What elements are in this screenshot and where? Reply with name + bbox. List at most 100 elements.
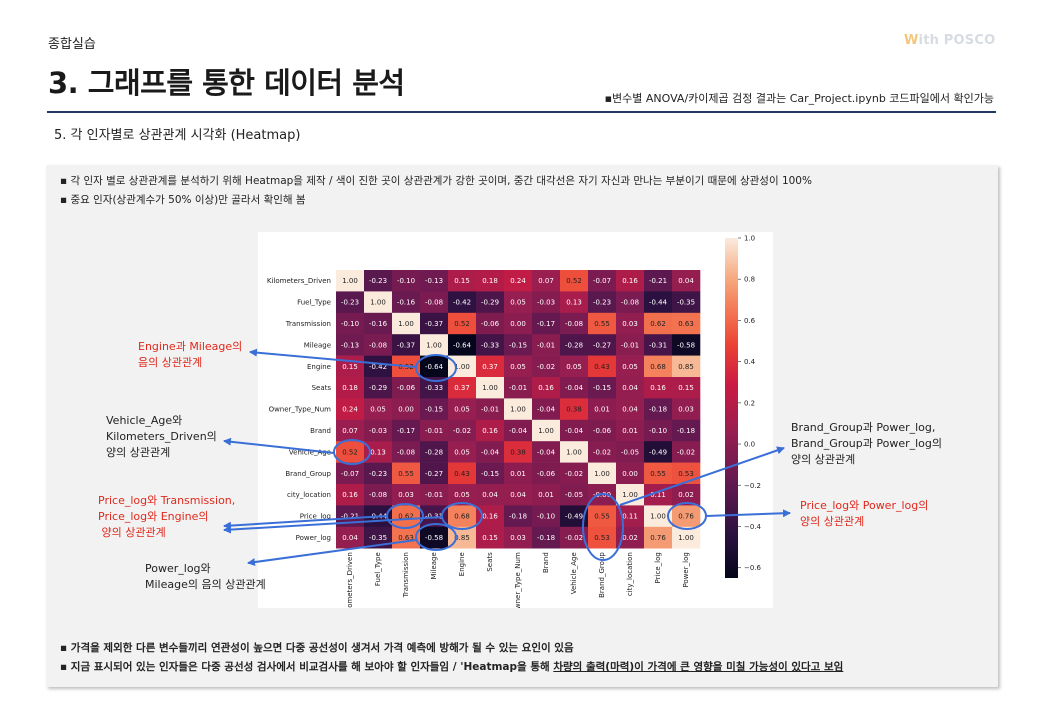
heatmap-cell (420, 334, 449, 356)
colorbar-tick-label: −0.6 (744, 564, 762, 572)
heatmap-cell (448, 484, 477, 506)
heatmap-value: 0.37 (454, 384, 470, 392)
annotation-vehicle-age: Vehicle_Age와 Kilometers_Driven의 양의 상관관계 (106, 413, 217, 461)
heatmap-cell (532, 441, 561, 463)
heatmap-value: -0.04 (509, 427, 528, 435)
heatmap-value: 0.85 (678, 363, 694, 371)
heatmap-cell (392, 398, 421, 421)
heatmap-value: 0.85 (454, 534, 470, 542)
heatmap-cell (336, 334, 365, 356)
heatmap-value: -0.08 (565, 320, 583, 328)
heatmap-value: -0.23 (369, 470, 387, 478)
heatmap-cell (560, 484, 589, 506)
annotation-line: Price_log와 Power_log의 (800, 499, 929, 512)
heatmap-value: -0.21 (649, 277, 667, 285)
heatmap-cell (364, 377, 393, 399)
heatmap-value: 1.00 (342, 277, 358, 285)
heatmap-cell (476, 484, 505, 506)
heatmap-value: 1.00 (622, 491, 638, 499)
annotation-line: 음의 상관관계 (138, 356, 203, 369)
heatmap-value: -0.35 (677, 299, 695, 307)
heatmap-cell (532, 312, 561, 335)
heatmap-cell (420, 462, 449, 485)
heatmap-value: 0.05 (370, 406, 386, 414)
heatmap-value: -0.15 (509, 341, 527, 349)
heatmap-cell (420, 484, 449, 506)
heatmap-cell (672, 291, 701, 314)
bullet-bottom-2-prefix: 지금 표시되어 있는 인자들은 다중 공선성 검사에서 비교검사를 해 보아야 … (70, 661, 554, 673)
heatmap-value: 0.03 (622, 320, 638, 328)
x-tick-label: Mileage (430, 552, 438, 579)
heatmap-value: -0.31 (425, 513, 443, 521)
heatmap-cell (448, 312, 477, 335)
annotation-line: 양의 상관관계 (106, 446, 171, 459)
annotation-engine-mileage: Engine과 Mileage의 음의 상관관계 (138, 339, 242, 371)
annotation-line: 양의 상관관계 (791, 453, 856, 466)
y-tick-label: Fuel_Type (297, 299, 331, 307)
heatmap-value: -0.23 (341, 299, 359, 307)
heatmap-cell (476, 355, 505, 378)
x-tick-label: Transmission (402, 552, 410, 598)
heatmap-cell (532, 377, 561, 399)
heatmap-value: -0.06 (481, 320, 500, 328)
heatmap-cell (644, 526, 673, 549)
logo-w-mark: W (904, 33, 919, 48)
heatmap-cell (364, 462, 393, 485)
heatmap-value: -0.33 (481, 341, 499, 349)
heatmap-value: 1.00 (426, 341, 442, 349)
logo-text: ith POSCO (918, 33, 996, 48)
annotation-line: Vehicle_Age와 (106, 414, 183, 427)
heatmap-value: 0.01 (538, 491, 554, 499)
heatmap-cell (532, 505, 561, 528)
heatmap-cell (560, 526, 589, 549)
heatmap-value: -0.08 (369, 341, 387, 349)
heatmap-cell (644, 334, 673, 356)
heatmap-cell (420, 377, 449, 399)
heatmap-value: -0.02 (537, 363, 555, 371)
heatmap-cell (476, 441, 505, 463)
heatmap-value: -0.17 (537, 320, 555, 328)
heatmap-value: -0.02 (593, 448, 611, 456)
heatmap-cell (476, 462, 505, 485)
y-tick-label: Transmission (285, 320, 331, 328)
heatmap-cell (560, 419, 589, 442)
heatmap-value: -0.23 (593, 299, 611, 307)
colorbar (725, 238, 738, 578)
heatmap-value: -0.08 (369, 491, 387, 499)
heatmap-value: 0.01 (622, 427, 638, 435)
heatmap-cell (448, 398, 477, 421)
y-tick-label: Kilometers_Driven (267, 277, 331, 285)
heatmap-value: 1.00 (510, 406, 526, 414)
colorbar-tick-label: 0.0 (744, 441, 755, 449)
heatmap-value: 0.02 (622, 534, 638, 542)
section-subheading: 5. 각 인자별로 상관관계 시각화 (Heatmap) (54, 128, 301, 143)
heatmap-cell (560, 398, 589, 421)
heatmap-value: -0.01 (481, 406, 499, 414)
posco-logo: With POSCO (904, 33, 995, 48)
y-tick-label: Mileage (304, 341, 331, 349)
heatmap-cell (336, 484, 365, 506)
heatmap-cell (504, 270, 533, 292)
heatmap-value: -0.04 (537, 448, 556, 456)
annotation-line: Brand_Group과 Power_log의 (791, 437, 943, 450)
heatmap-value: 0.55 (594, 513, 610, 521)
heatmap-cell (616, 334, 645, 356)
heatmap-value: 0.04 (482, 491, 498, 499)
heatmap-value: -0.16 (369, 320, 388, 328)
heatmap-cell (616, 355, 645, 378)
heatmap-cell (644, 398, 673, 421)
heatmap-value: -0.05 (565, 491, 583, 499)
heatmap-value: 0.18 (482, 277, 498, 285)
heatmap-value: 1.00 (454, 363, 470, 371)
heatmap-cell (588, 462, 617, 485)
heatmap-cell (392, 334, 421, 356)
heatmap-value: 0.18 (342, 384, 358, 392)
annotation-power-mileage: Power_log와 Mileage의 음의 상관관계 (145, 561, 266, 593)
y-tick-label: Seats (312, 384, 332, 392)
heatmap-cell (560, 270, 589, 292)
heatmap-value: 0.38 (510, 448, 526, 456)
heatmap-value: -0.02 (677, 448, 695, 456)
heatmap-value: -0.44 (649, 299, 668, 307)
heatmap-cell (560, 291, 589, 314)
heatmap-cell (560, 505, 589, 528)
